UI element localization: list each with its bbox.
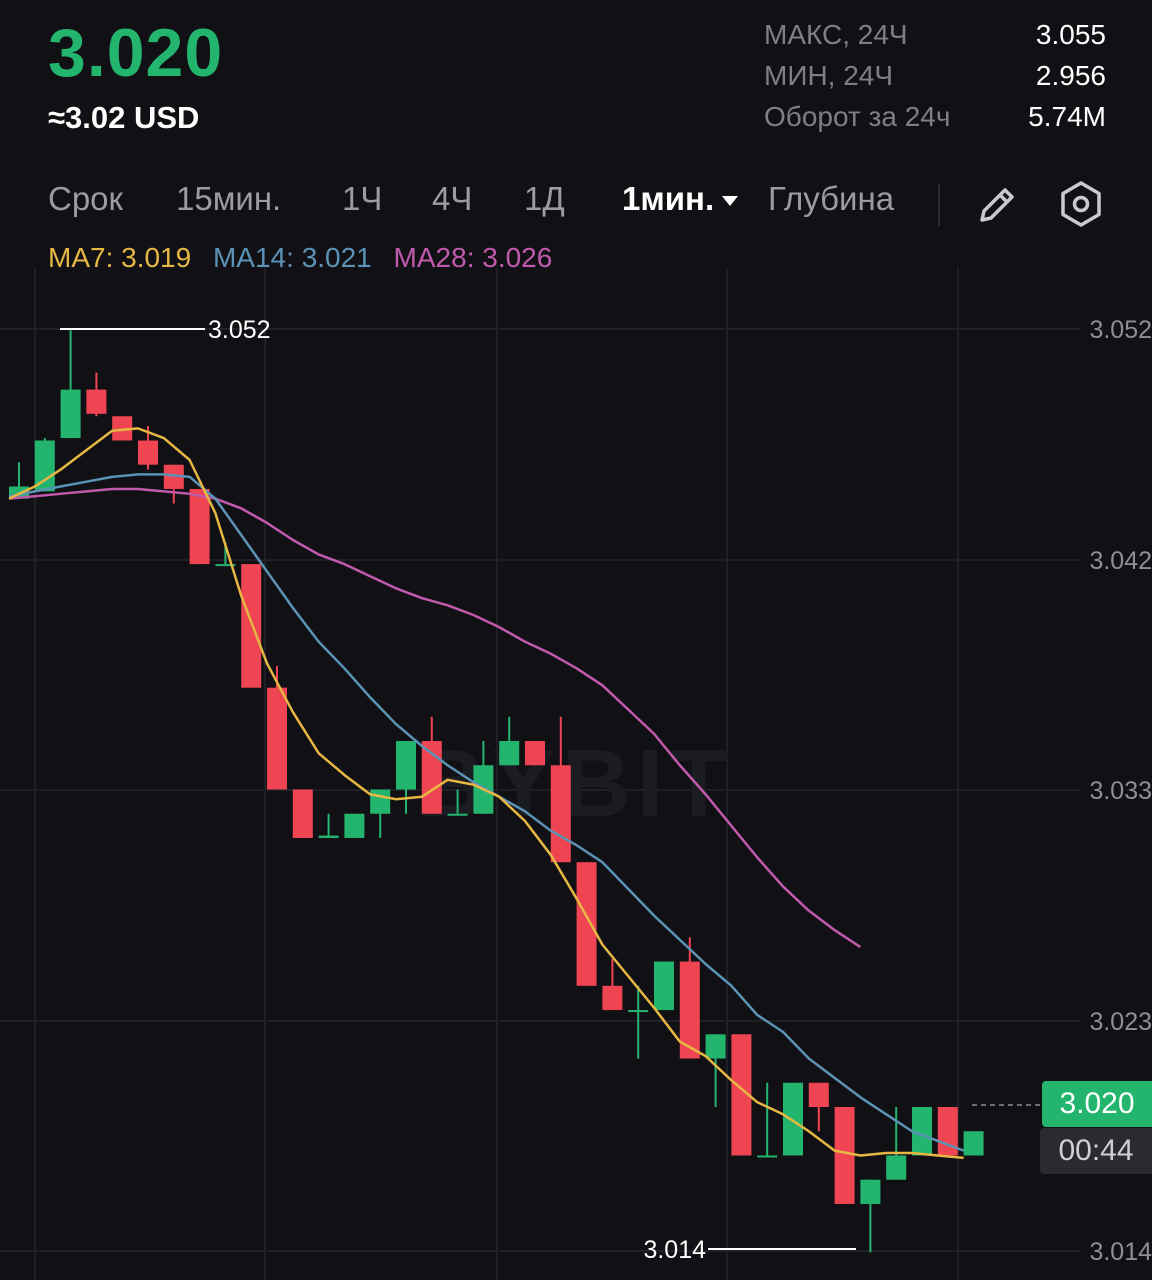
candle-body	[912, 1107, 932, 1156]
ma28-line	[8, 487, 862, 949]
stat-turnover-24h: Оборот за 24ч 5.74M	[764, 96, 1106, 137]
tab-4h[interactable]: 4Ч	[432, 180, 473, 217]
candle-body	[163, 464, 184, 489]
candle-body	[834, 1107, 855, 1204]
stat-value: 2.956	[1035, 59, 1106, 91]
low-marker-label: 3.014	[643, 1236, 706, 1264]
y-tick-label: 3.052	[1089, 316, 1152, 344]
candle-body	[963, 1131, 984, 1156]
candle-body	[576, 862, 597, 986]
candle-body	[421, 741, 442, 814]
hexagon-settings-icon[interactable]	[1057, 180, 1105, 228]
y-tick-label: 3.014	[1089, 1238, 1152, 1266]
candle-body	[731, 1034, 752, 1156]
tab-period[interactable]: Срок	[48, 180, 123, 217]
tab-1min-label: 1мин.	[622, 180, 715, 217]
current-price-tag: 3.020	[1042, 1081, 1152, 1127]
candle-body	[628, 1010, 649, 1013]
candle-body	[679, 961, 700, 1059]
candle-body	[886, 1155, 907, 1180]
stat-low-24h: МИН, 24Ч 2.956	[764, 55, 1106, 96]
candle-body	[189, 488, 210, 565]
pencil-icon[interactable]	[974, 180, 1022, 228]
stats-24h: МАКС, 24Ч 3.055 МИН, 24Ч 2.956 Оборот за…	[764, 14, 1106, 137]
stat-value: 5.74M	[1028, 100, 1106, 132]
candle-body	[292, 789, 313, 838]
candle-body	[602, 985, 623, 1011]
candle-body	[808, 1082, 829, 1108]
candle-body	[396, 741, 416, 790]
stat-label: МИН, 24Ч	[764, 59, 894, 91]
tab-1min-dropdown[interactable]: 1мин.	[622, 180, 739, 218]
stat-value: 3.055	[1035, 18, 1106, 50]
candle-body	[654, 961, 674, 1011]
high-marker-label: 3.052	[208, 316, 271, 344]
caret-down-icon	[722, 196, 739, 207]
candle-body	[267, 687, 287, 790]
candle-body	[757, 1155, 778, 1158]
timeframe-tabs: Срок 15мин. 1Ч 4Ч 1Д 1мин. Глубина	[0, 180, 1152, 224]
candle-body	[138, 440, 158, 465]
candle-body	[344, 813, 365, 838]
stat-label: Оборот за 24ч	[764, 100, 951, 132]
candle-body	[499, 741, 520, 766]
candle-body	[370, 789, 391, 814]
usd-price: ≈3.02 USD	[48, 100, 200, 135]
candle-body	[34, 440, 55, 492]
candle-body	[550, 765, 571, 863]
candle-body	[241, 564, 262, 688]
y-tick-label: 3.033	[1089, 777, 1152, 805]
candle-body	[447, 813, 468, 816]
candle-body	[215, 564, 236, 567]
last-price: 3.020	[48, 15, 224, 91]
candle-body	[318, 835, 339, 838]
stat-label: МАКС, 24Ч	[764, 18, 908, 50]
y-tick-label: 3.042	[1089, 547, 1152, 575]
candle-body	[860, 1179, 881, 1204]
candle-body	[525, 741, 545, 766]
y-tick-label: 3.023	[1089, 1008, 1152, 1036]
candle-countdown: 00:44	[1040, 1128, 1152, 1174]
tab-1h[interactable]: 1Ч	[342, 180, 383, 217]
stat-high-24h: МАКС, 24Ч 3.055	[764, 14, 1106, 55]
tab-1d[interactable]: 1Д	[524, 180, 565, 217]
candle-body	[60, 389, 81, 439]
candle-body	[86, 389, 107, 414]
candle-body	[112, 416, 133, 441]
tabs-divider	[938, 184, 940, 226]
candle-body	[783, 1082, 803, 1156]
ma7-line	[8, 427, 964, 1160]
ma28-label: MA28: 3.026	[393, 242, 553, 273]
candle-body	[705, 1034, 726, 1059]
ma7-label: MA7: 3.019	[48, 242, 192, 273]
tab-15min[interactable]: 15мин.	[176, 180, 282, 217]
ma-legend: MA7: 3.019 MA14: 3.021 MA28: 3.026	[48, 242, 566, 274]
ma14-label: MA14: 3.021	[212, 242, 372, 273]
tab-depth[interactable]: Глубина	[768, 180, 895, 217]
